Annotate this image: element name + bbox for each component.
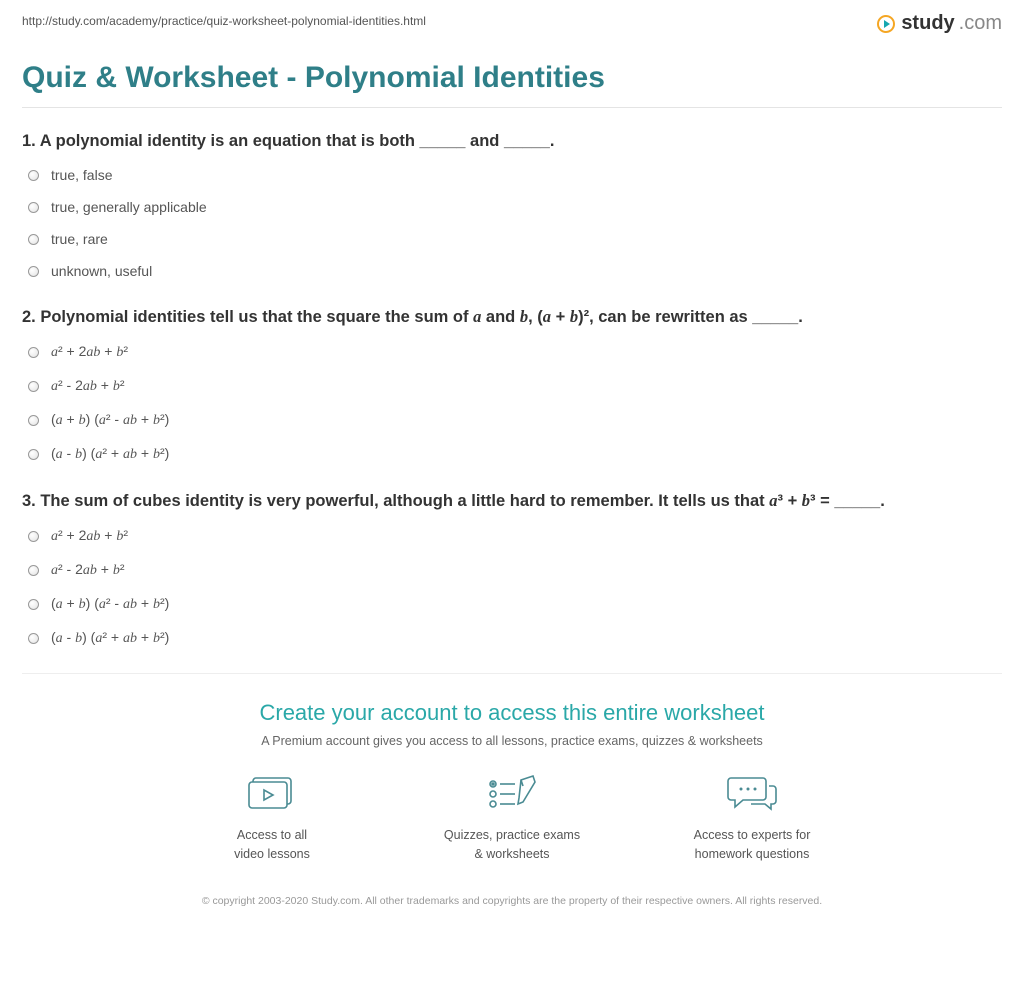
benefit-experts: Access to experts for homework questions [667, 774, 837, 864]
benefit-line1: Access to experts for [694, 828, 811, 842]
answer-option[interactable]: a² - 2ab + b² [28, 377, 1002, 395]
benefit-line1: Quizzes, practice exams [444, 828, 580, 842]
video-icon [247, 774, 297, 816]
radio-icon[interactable] [28, 599, 39, 610]
benefit-quizzes: Quizzes, practice exams & worksheets [427, 774, 597, 864]
benefit-line2: homework questions [695, 847, 810, 861]
radio-icon[interactable] [28, 449, 39, 460]
chat-icon [725, 774, 779, 816]
radio-icon[interactable] [28, 347, 39, 358]
answer-option[interactable]: (a - b) (a² + ab + b²) [28, 445, 1002, 463]
cta-subtitle: A Premium account gives you access to al… [22, 734, 1002, 748]
question-text: 1. A polynomial identity is an equation … [22, 130, 1002, 153]
brand-name: study [901, 12, 954, 35]
option-label: a² + 2ab + b² [51, 343, 128, 361]
radio-icon[interactable] [28, 170, 39, 181]
benefit-line2: video lessons [234, 847, 310, 861]
brand-suffix: .com [959, 12, 1002, 35]
option-label: a² - 2ab + b² [51, 561, 125, 579]
benefit-video-lessons: Access to all video lessons [187, 774, 357, 864]
option-label: a² - 2ab + b² [51, 377, 125, 395]
option-label: (a - b) (a² + ab + b²) [51, 445, 169, 463]
option-label: (a - b) (a² + ab + b²) [51, 629, 169, 647]
page-url: http://study.com/academy/practice/quiz-w… [22, 14, 426, 28]
option-label: true, rare [51, 231, 108, 247]
option-label: true, generally applicable [51, 199, 207, 215]
answer-option[interactable]: (a - b) (a² + ab + b²) [28, 629, 1002, 647]
answer-option[interactable]: (a + b) (a² - ab + b²) [28, 595, 1002, 613]
answer-option[interactable]: unknown, useful [28, 263, 1002, 279]
question: 2. Polynomial identities tell us that th… [22, 305, 1002, 463]
option-label: true, false [51, 167, 112, 183]
question-text: 2. Polynomial identities tell us that th… [22, 305, 1002, 329]
copyright-footer: © copyright 2003-2020 Study.com. All oth… [22, 894, 1002, 910]
checklist-icon [485, 774, 539, 816]
radio-icon[interactable] [28, 381, 39, 392]
cta-title: Create your account to access this entir… [22, 700, 1002, 726]
question: 3. The sum of cubes identity is very pow… [22, 489, 1002, 647]
answer-option[interactable]: true, generally applicable [28, 199, 1002, 215]
radio-icon[interactable] [28, 565, 39, 576]
radio-icon[interactable] [28, 266, 39, 277]
title-separator [22, 107, 1002, 108]
answer-option[interactable]: (a + b) (a² - ab + b²) [28, 411, 1002, 429]
option-label: a² + 2ab + b² [51, 527, 128, 545]
radio-icon[interactable] [28, 531, 39, 542]
benefit-line1: Access to all [237, 828, 307, 842]
page-title: Quiz & Worksheet - Polynomial Identities [22, 61, 1002, 95]
answer-option[interactable]: true, rare [28, 231, 1002, 247]
question-text: 3. The sum of cubes identity is very pow… [22, 489, 1002, 513]
option-label: (a + b) (a² - ab + b²) [51, 595, 169, 613]
brand-logo[interactable]: study.com [877, 12, 1002, 35]
cta-section: Create your account to access this entir… [22, 673, 1002, 909]
answer-option[interactable]: a² + 2ab + b² [28, 527, 1002, 545]
question: 1. A polynomial identity is an equation … [22, 130, 1002, 279]
play-icon [877, 15, 895, 33]
answer-option[interactable]: a² - 2ab + b² [28, 561, 1002, 579]
answer-option[interactable]: a² + 2ab + b² [28, 343, 1002, 361]
option-label: (a + b) (a² - ab + b²) [51, 411, 169, 429]
answer-option[interactable]: true, false [28, 167, 1002, 183]
radio-icon[interactable] [28, 633, 39, 644]
radio-icon[interactable] [28, 415, 39, 426]
benefit-line2: & worksheets [474, 847, 549, 861]
radio-icon[interactable] [28, 202, 39, 213]
option-label: unknown, useful [51, 263, 152, 279]
radio-icon[interactable] [28, 234, 39, 245]
